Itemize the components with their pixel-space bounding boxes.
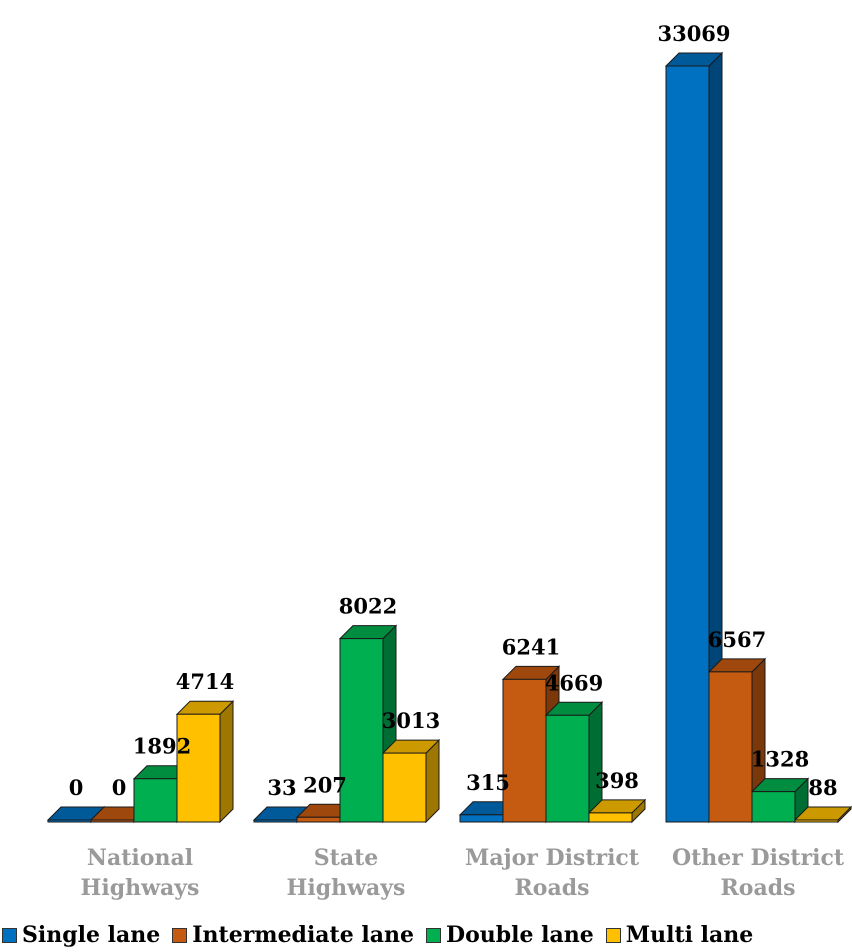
legend-item-intermediate-lane: Intermediate lane bbox=[172, 922, 414, 948]
bar-national-highways-multi-lane bbox=[175, 700, 235, 824]
bar-major-district-roads-double-lane bbox=[544, 701, 604, 824]
value-label-other-district-roads-single-lane: 33069 bbox=[657, 21, 730, 46]
legend-swatch-double-lane bbox=[425, 927, 441, 943]
value-label-major-district-roads-single-lane: 315 bbox=[466, 770, 510, 795]
bar-other-district-roads-single-lane bbox=[664, 51, 724, 824]
legend: Single lane Intermediate lane Double lan… bbox=[0, 918, 852, 952]
legend-item-double-lane: Double lane bbox=[425, 922, 594, 948]
legend-label-intermediate-lane: Intermediate lane bbox=[192, 922, 414, 948]
bar-major-district-roads-multi-lane bbox=[587, 798, 647, 824]
bar-other-district-roads-multi-lane bbox=[793, 805, 852, 824]
value-label-other-district-roads-double-lane: 1328 bbox=[751, 747, 809, 772]
legend-item-multi-lane: Multi lane bbox=[605, 922, 754, 948]
value-label-national-highways-multi-lane: 4714 bbox=[176, 669, 234, 694]
legend-swatch-single-lane bbox=[2, 927, 17, 943]
value-label-state-highways-intermediate-lane: 207 bbox=[303, 772, 347, 797]
legend-label-double-lane: Double lane bbox=[445, 922, 594, 948]
value-label-national-highways-single-lane: 0 bbox=[69, 775, 84, 800]
value-label-state-highways-multi-lane: 3013 bbox=[382, 708, 440, 733]
category-label-other-district-roads: Other District Roads bbox=[672, 845, 845, 901]
value-label-major-district-roads-double-lane: 4669 bbox=[545, 670, 603, 695]
legend-swatch-multi-lane bbox=[605, 927, 621, 943]
category-label-national-highways: National Highways bbox=[81, 845, 200, 901]
legend-label-single-lane: Single lane bbox=[22, 922, 161, 948]
value-label-major-district-roads-intermediate-lane: 6241 bbox=[502, 634, 560, 659]
legend-label-multi-lane: Multi lane bbox=[625, 922, 754, 948]
category-label-state-highways: State Highways bbox=[287, 845, 406, 901]
bar-state-highways-multi-lane bbox=[381, 738, 441, 824]
category-label-major-district-roads: Major District Roads bbox=[465, 845, 640, 901]
legend-swatch-intermediate-lane bbox=[172, 927, 188, 943]
value-label-state-highways-single-lane: 33 bbox=[267, 775, 296, 800]
value-label-state-highways-double-lane: 8022 bbox=[339, 594, 397, 619]
value-label-major-district-roads-multi-lane: 398 bbox=[595, 768, 639, 793]
legend-item-single-lane: Single lane bbox=[2, 922, 160, 948]
value-label-national-highways-intermediate-lane: 0 bbox=[112, 775, 127, 800]
bar-other-district-roads-double-lane bbox=[750, 777, 810, 824]
value-label-other-district-roads-intermediate-lane: 6567 bbox=[708, 627, 766, 652]
value-label-national-highways-double-lane: 1892 bbox=[133, 734, 191, 759]
value-label-other-district-roads-multi-lane: 88 bbox=[808, 775, 837, 800]
